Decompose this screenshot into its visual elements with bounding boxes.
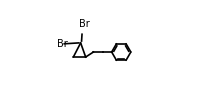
Text: Br: Br xyxy=(57,39,68,49)
Text: Br: Br xyxy=(79,19,90,29)
